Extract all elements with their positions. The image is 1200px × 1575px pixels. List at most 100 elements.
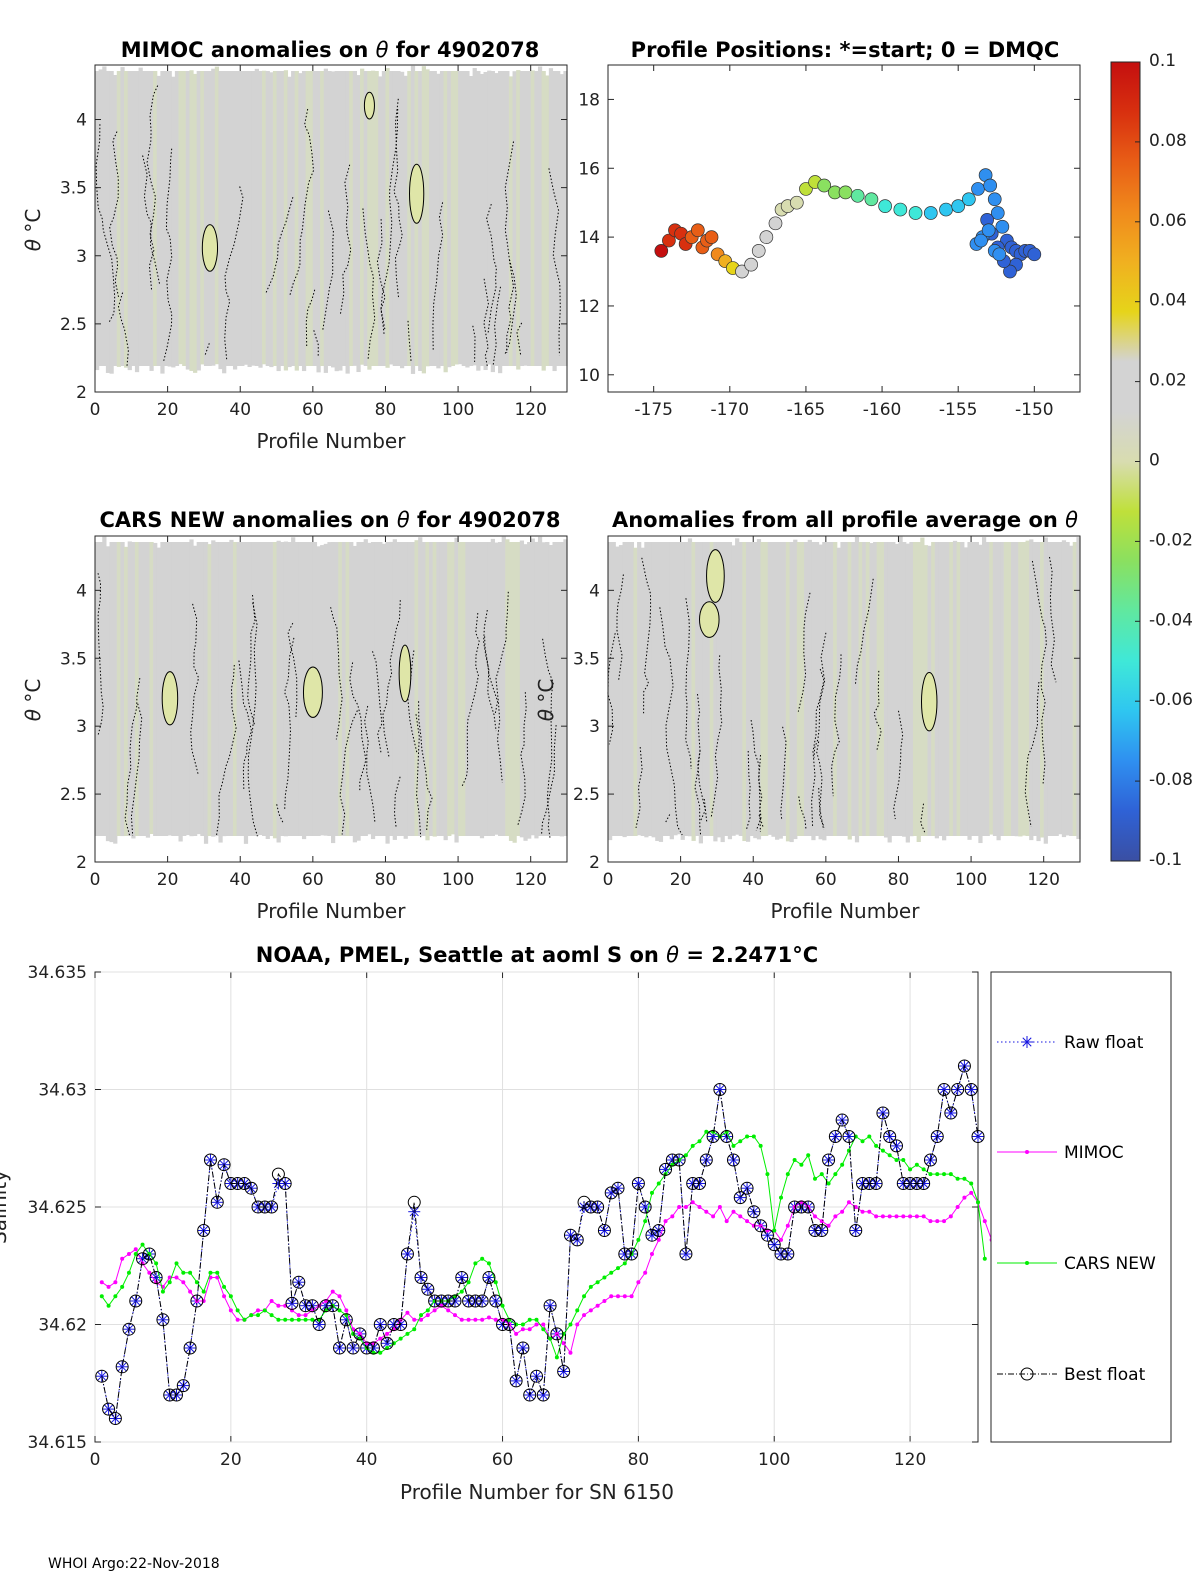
point-mimoc [649, 1252, 654, 1256]
x-tick-label: 40 [356, 1450, 378, 1470]
point-best-float [720, 1130, 734, 1143]
point-raw-float [470, 1296, 480, 1306]
point-best-float [767, 1238, 781, 1252]
position-point [864, 192, 879, 207]
x-tick-label: 100 [758, 1450, 790, 1470]
point-cars-new [256, 1313, 261, 1318]
heatmap-cell [1065, 542, 1070, 836]
point-mimoc [188, 1289, 193, 1294]
contour-line [750, 720, 762, 831]
position-point [923, 206, 938, 220]
heatmap-cell [345, 542, 350, 836]
heatmap-cell [883, 542, 889, 838]
heatmap-cell [439, 542, 445, 836]
heatmap-cell [149, 71, 154, 371]
heatmap-cell [276, 71, 281, 372]
point-best-float [584, 1200, 598, 1214]
contour-line [635, 747, 643, 829]
point-mimoc [459, 1317, 464, 1322]
heatmap-cell [138, 542, 143, 836]
heatmap-cell [516, 542, 521, 836]
point-raw-float [762, 1230, 773, 1240]
heatmap-cell [392, 539, 397, 840]
position-point [962, 192, 976, 207]
point-cars-new [969, 1181, 974, 1186]
heatmap-cell [985, 542, 990, 836]
point-best-float [475, 1294, 489, 1308]
mimoc-ylabel: θ °C [21, 209, 45, 252]
point-mimoc [126, 1252, 131, 1256]
heatmap-cell [611, 542, 616, 836]
point-raw-float [905, 1178, 915, 1189]
heatmap-cell [1007, 542, 1012, 836]
heatmap-cell [200, 542, 205, 836]
contour-line [204, 343, 210, 357]
positions-axes: -175 -170 -165 -160 -155 -150 10 12 14 16 18 [578, 65, 1080, 420]
point-mimoc [670, 1214, 675, 1219]
contour-line [163, 148, 173, 362]
salinity-ylabel: Salinity [0, 1170, 11, 1244]
point-cars-new [283, 1317, 288, 1322]
heatmap-cell [352, 71, 358, 366]
y-tick-label: 3.5 [60, 649, 87, 669]
heatmap-cell [153, 542, 158, 836]
point-cars-new [785, 1172, 790, 1177]
heatmap-cell [396, 542, 401, 836]
point-best-float [591, 1200, 605, 1214]
point-cars-new [337, 1308, 342, 1313]
colorbar-tick-label: 0.02 [1149, 371, 1187, 391]
heatmap-cell [749, 542, 754, 836]
heatmap-cell [563, 71, 568, 366]
heatmap-cell [352, 545, 358, 843]
heatmap-cell [142, 71, 147, 366]
heatmap-cell [356, 75, 361, 373]
point-mimoc [303, 1313, 308, 1318]
heatmap-cell [523, 71, 528, 366]
heatmap-cell [1036, 542, 1041, 842]
point-raw-float [117, 1362, 127, 1372]
point-best-float [170, 1388, 184, 1402]
point-cars-new [880, 1148, 885, 1153]
contour-line [504, 259, 517, 355]
point-best-float [754, 1219, 768, 1233]
mimoc-heatmap [95, 65, 568, 374]
contour-line [313, 330, 319, 357]
point-best-float [224, 1177, 238, 1190]
x-tick-label: -170 [711, 400, 750, 420]
contour-closed [201, 224, 219, 272]
heatmap-cell [145, 542, 151, 838]
heatmap-cell [971, 542, 976, 836]
heatmap-cell [247, 542, 252, 836]
x-tick-label: 20 [157, 870, 179, 890]
heatmap-cell [508, 542, 514, 841]
heatmap-cell [171, 76, 176, 368]
point-best-float [353, 1327, 367, 1341]
point-best-float [543, 1299, 557, 1313]
x-tick-label: 20 [670, 870, 692, 890]
point-best-float [102, 1402, 116, 1416]
point-mimoc [616, 1294, 621, 1299]
heatmap-cell [764, 542, 769, 836]
point-cars-new [894, 1158, 899, 1162]
heatmap-cell [978, 544, 983, 844]
point-mimoc [819, 1219, 824, 1224]
point-cars-new [120, 1284, 125, 1289]
heatmap-cell [283, 70, 289, 371]
contour-line [287, 622, 298, 718]
x-tick-label: -155 [939, 400, 978, 420]
contour-closed [699, 601, 720, 638]
heatmap-cell [713, 542, 718, 842]
heatmap-cell [1032, 542, 1038, 836]
heatmap-cell [996, 542, 1001, 841]
point-cars-new [765, 1172, 770, 1177]
heatmap-cell [942, 542, 947, 841]
point-mimoc [147, 1270, 152, 1275]
contour-line [694, 694, 702, 836]
point-mimoc [867, 1209, 872, 1214]
contour-line [516, 322, 523, 355]
heatmap-cell [760, 542, 765, 836]
legend-item-raw-float: Raw float [997, 1033, 1144, 1053]
heatmap-cell [1058, 542, 1063, 835]
salinity-legend: Raw float MIMOC CARS NEW Best float [990, 971, 1172, 1443]
x-tick-label: 60 [815, 870, 837, 890]
